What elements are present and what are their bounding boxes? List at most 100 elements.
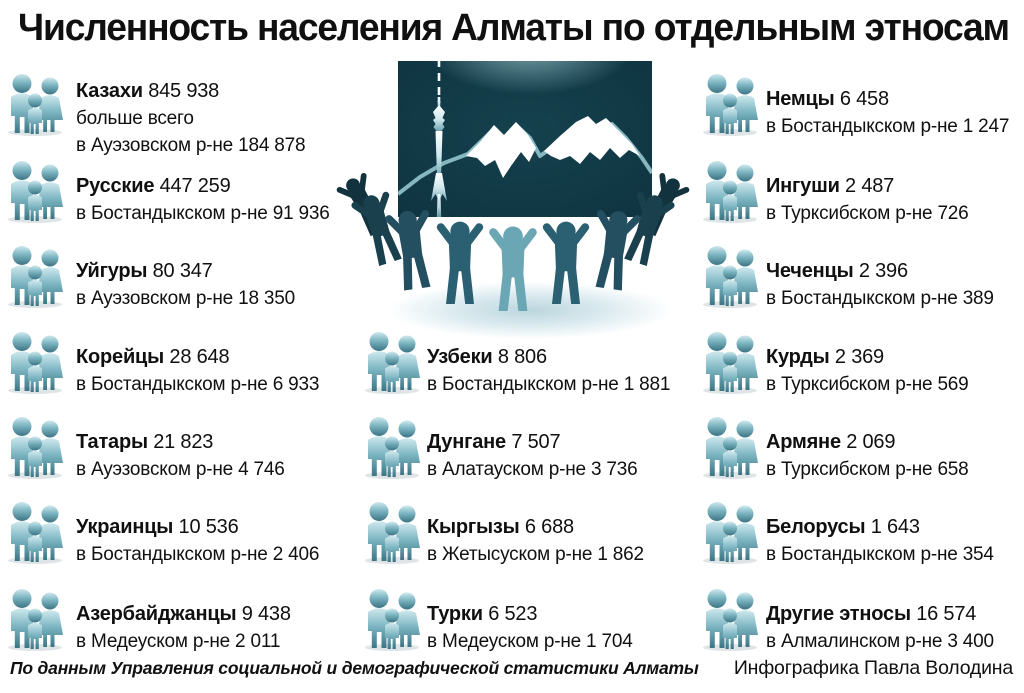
ethnic-name: Армяне bbox=[766, 431, 841, 453]
ethnic-name: Турки bbox=[427, 603, 483, 625]
ethnic-district-detail: в Бостандыкском р-не 6 933 bbox=[76, 374, 320, 395]
ethnic-district-detail: в Бостандыкском р-не 1 881 bbox=[427, 374, 671, 395]
family-icon bbox=[703, 246, 758, 308]
ethnic-name: Дунгане bbox=[427, 431, 506, 453]
family-icon bbox=[8, 74, 63, 136]
ethnic-group-text: Узбеки 8 806 в Бостандыкском р-не 1 881 bbox=[427, 344, 670, 398]
ethnic-name: Белорусы bbox=[766, 516, 866, 538]
ethnic-name: Чеченцы bbox=[766, 260, 854, 282]
ethnic-count: 2 069 bbox=[846, 431, 896, 453]
ethnic-name: Корейцы bbox=[76, 346, 165, 368]
family-icon bbox=[703, 161, 758, 223]
ethnic-name: Узбеки bbox=[427, 346, 493, 368]
family-icon bbox=[365, 502, 420, 564]
ethnic-group-text: Уйгуры 80 347 в Ауэзовском р-не 18 350 bbox=[76, 258, 295, 312]
ethnic-name: Казахи bbox=[76, 80, 143, 102]
family-icon bbox=[703, 74, 758, 136]
tv-tower-icon bbox=[431, 61, 447, 217]
ethnic-count: 2 369 bbox=[834, 346, 884, 368]
ethnic-group-text: Белорусы 1 643 в Бостандыкском р-не 354 bbox=[766, 514, 994, 568]
snow-ground-glow bbox=[325, 258, 735, 353]
family-icon bbox=[365, 417, 420, 479]
family-icon bbox=[703, 589, 758, 651]
ethnic-group-text: Чеченцы 2 396 в Бостандыкском р-не 389 bbox=[766, 258, 994, 312]
family-icon bbox=[8, 502, 63, 564]
ethnic-name: Уйгуры bbox=[76, 260, 148, 282]
ethnic-count: 6 458 bbox=[839, 88, 889, 110]
ethnic-name: Азербайджанцы bbox=[76, 603, 237, 625]
ethnic-group-text: Кыргызы 6 688 в Жетысуском р-не 1 862 bbox=[427, 514, 644, 568]
ethnic-group-text: Казахи 845 938 больше всего в Ауэзовском р… bbox=[76, 78, 306, 159]
ethnic-group-text: Армяне 2 069 в Турксибском р-не 658 bbox=[766, 429, 969, 483]
ethnic-district-detail: в Бостандыкском р-не 91 936 bbox=[76, 203, 330, 224]
page-title: Численность населения Алматы по отдельны… bbox=[18, 7, 1010, 49]
ethnic-group-text: Татары 21 823 в Ауэзовском р-не 4 746 bbox=[76, 429, 285, 483]
ethnic-name: Курды bbox=[766, 346, 830, 368]
ethnic-count: 21 823 bbox=[153, 431, 214, 453]
author-credit: Инфографика Павла Володина bbox=[733, 657, 1013, 679]
family-icon bbox=[8, 417, 63, 479]
ethnic-district-detail: в Бостандыкском р-не 1 247 bbox=[766, 116, 1010, 137]
snow-peak-icon bbox=[544, 116, 640, 164]
ethnic-name: Другие этносы bbox=[766, 603, 911, 625]
ethnic-group-text: Украинцы 10 536 в Бостандыкском р-не 2 40… bbox=[76, 514, 319, 568]
data-source-note: По данным Управления социальной и демогр… bbox=[10, 658, 699, 678]
ethnic-district-detail: в Турксибском р-не 658 bbox=[766, 459, 969, 480]
ethnic-district-detail: в Турксибском р-не 726 bbox=[766, 203, 969, 224]
mountain-ridge-icon bbox=[398, 121, 652, 196]
ethnic-group-text: Корейцы 28 648 в Бостандыкском р-не 6 933 bbox=[76, 344, 319, 398]
family-icon bbox=[8, 161, 63, 223]
ethnic-district-detail: в Алмалинском р-не 3 400 bbox=[766, 631, 994, 652]
ethnic-count: 2 396 bbox=[858, 260, 908, 282]
family-icon bbox=[703, 332, 758, 394]
family-icon bbox=[365, 589, 420, 651]
ethnic-count: 28 648 bbox=[169, 346, 230, 368]
ethnic-district-detail: в Бостандыкском р-не 389 bbox=[766, 288, 994, 309]
ethnic-name: Немцы bbox=[766, 88, 835, 110]
ethnic-district-detail: в Медеуском р-не 1 704 bbox=[427, 631, 633, 652]
ethnic-name: Русские bbox=[76, 175, 155, 197]
ethnic-count: 6 523 bbox=[488, 603, 538, 625]
ethnic-count: 6 688 bbox=[524, 516, 574, 538]
ethnic-count: 2 487 bbox=[845, 175, 895, 197]
ethnic-group-text: Курды 2 369 в Турксибском р-не 569 bbox=[766, 344, 969, 398]
ethnic-name: Татары bbox=[76, 431, 148, 453]
ethnic-group-text: Турки 6 523 в Медеуском р-не 1 704 bbox=[427, 601, 633, 655]
ethnic-group-text: Русские 447 259 в Бостандыкском р-не 91 9… bbox=[76, 173, 330, 227]
ethnic-count: 10 536 bbox=[178, 516, 239, 538]
ethnic-count: 845 938 bbox=[148, 80, 220, 102]
ethnic-group-text: Немцы 6 458 в Бостандыкском р-не 1 247 bbox=[766, 86, 1009, 140]
people-circle-icon bbox=[355, 58, 705, 340]
ethnic-count: 80 347 bbox=[152, 260, 213, 282]
mountains-and-tower-icon bbox=[398, 61, 652, 217]
ethnic-district-detail: в Турксибском р-не 569 bbox=[766, 374, 969, 395]
ethnic-district-detail: в Алатауском р-не 3 736 bbox=[427, 459, 638, 480]
ethnic-name: Ингуши bbox=[766, 175, 840, 197]
ethnic-group-text: Азербайджанцы 9 438 в Медеуском р-не 2 01… bbox=[76, 601, 291, 655]
ethnic-district-detail: в Бостандыкском р-не 354 bbox=[766, 544, 994, 565]
family-icon bbox=[703, 417, 758, 479]
family-icon bbox=[365, 332, 420, 394]
ethnic-note: больше всего bbox=[76, 108, 194, 129]
snow-peak-icon bbox=[466, 122, 536, 178]
family-icon bbox=[8, 246, 63, 308]
ethnic-group-text: Дунгане 7 507 в Алатауском р-не 3 736 bbox=[427, 429, 638, 483]
ethnic-district-detail: в Жетысуском р-не 1 862 bbox=[427, 544, 644, 565]
ethnic-name: Кыргызы bbox=[427, 516, 520, 538]
family-icon bbox=[8, 332, 63, 394]
ethnic-district-detail: в Бостандыкском р-не 2 406 bbox=[76, 544, 320, 565]
ethnic-count: 9 438 bbox=[241, 603, 291, 625]
ethnic-count: 1 643 bbox=[870, 516, 920, 538]
ethnic-district-detail: в Ауэзовском р-не 184 878 bbox=[76, 135, 306, 156]
center-illustration bbox=[325, 58, 735, 353]
ethnic-count: 8 806 bbox=[497, 346, 547, 368]
ethnic-district-detail: в Ауэзовском р-не 4 746 bbox=[76, 459, 285, 480]
ethnic-count: 447 259 bbox=[159, 175, 231, 197]
ethnic-group-text: Ингуши 2 487 в Турксибском р-не 726 bbox=[766, 173, 969, 227]
family-icon bbox=[703, 502, 758, 564]
ethnic-district-detail: в Ауэзовском р-не 18 350 bbox=[76, 288, 296, 309]
ethnic-district-detail: в Медеуском р-не 2 011 bbox=[76, 631, 281, 652]
ethnic-group-text: Другие этносы 16 574 в Алмалинском р-не 3… bbox=[766, 601, 994, 655]
ethnic-count: 7 507 bbox=[511, 431, 561, 453]
